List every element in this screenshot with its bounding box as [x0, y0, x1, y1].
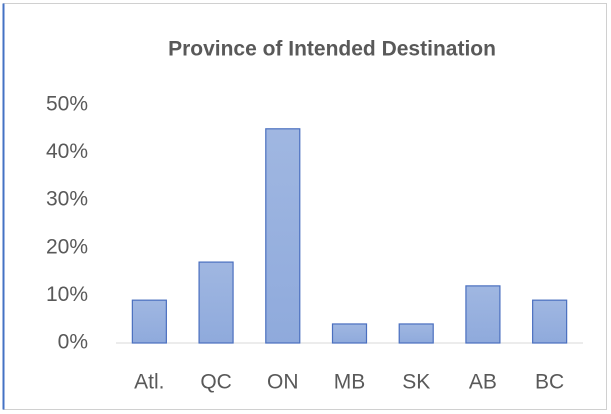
- bar: [532, 299, 568, 344]
- y-tick-label: 20%: [46, 235, 88, 258]
- y-tick-label: 50%: [46, 93, 88, 116]
- bar: [465, 285, 501, 344]
- chart-title: Province of Intended Destination: [168, 38, 496, 61]
- x-tick-label: BC: [535, 371, 564, 394]
- y-tick-label: 40%: [46, 140, 88, 163]
- y-tick-label: 30%: [46, 188, 88, 211]
- chart-frame: [3, 3, 607, 410]
- x-tick-label: Atl.: [134, 371, 164, 394]
- bar: [265, 128, 301, 344]
- bar: [398, 323, 434, 344]
- x-tick-label: SK: [402, 371, 430, 394]
- bar: [331, 323, 368, 344]
- x-tick-label: ON: [267, 371, 299, 394]
- x-tick-label: MB: [334, 371, 366, 394]
- x-tick-label: AB: [469, 371, 497, 394]
- x-tick-label: QC: [200, 371, 232, 394]
- bar: [131, 299, 167, 344]
- y-tick-label: 0%: [58, 331, 88, 354]
- bar: [198, 261, 234, 344]
- y-tick-label: 10%: [46, 283, 88, 306]
